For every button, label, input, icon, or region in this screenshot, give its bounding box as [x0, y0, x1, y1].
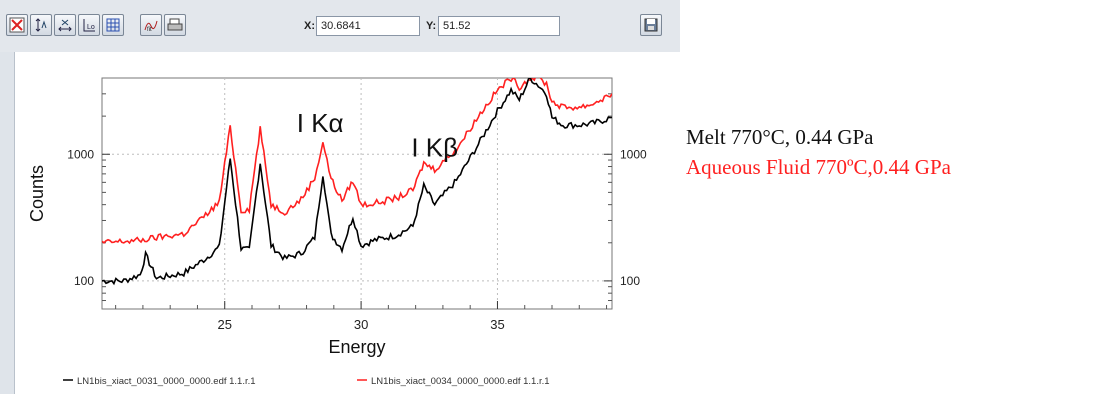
chart-svg[interactable]: 100 100 1000 1000 25 30 35 Energy Counts I Kα I Kβ…: [15, 52, 681, 394]
x-coord-label: X:: [304, 20, 315, 32]
save-icon[interactable]: [640, 14, 662, 36]
y-tick-label-right: 100: [620, 274, 640, 288]
legend-melt: Melt 770°C, 0.44 GPa: [686, 125, 874, 149]
y-tick-label: 1000: [67, 147, 94, 161]
bottom-legend-entry-1: LN1bis_xiact_0031_0000_0000.edf 1.1.r.1: [77, 376, 256, 387]
svg-text:fit: fit: [147, 27, 152, 33]
x-coord-field[interactable]: [316, 16, 420, 36]
annotation-ika: I Kα: [297, 108, 344, 138]
y-axis-label: Counts: [27, 165, 47, 222]
reset-zoom-icon[interactable]: [6, 14, 28, 36]
grid-icon[interactable]: [102, 14, 124, 36]
side-legend: Melt 770°C, 0.44 GPa Aqueous Fluid 770ºC…: [686, 122, 1102, 182]
plot-window: Lo fit X: Y: 100 100 1000 1000 25 30 35 Energy C…: [0, 0, 681, 394]
x-tick-label: 30: [354, 317, 368, 332]
svg-text:Lo: Lo: [87, 24, 95, 31]
log-scale-icon[interactable]: Lo: [78, 14, 100, 36]
series-melt-line: [102, 78, 612, 286]
x-tick-label: 25: [217, 317, 231, 332]
toolbar: Lo fit X: Y:: [0, 0, 680, 52]
y-coord-field[interactable]: [438, 16, 560, 36]
y-autoscale-icon[interactable]: [30, 14, 52, 36]
y-coord-label: Y:: [426, 20, 437, 32]
plot-panel: 100 100 1000 1000 25 30 35 Energy Counts I Kα I Kβ…: [14, 52, 681, 394]
x-tick-label: 35: [490, 317, 504, 332]
x-axis-label: Energy: [328, 337, 385, 357]
bottom-legend-entry-2: LN1bis_xiact_0034_0000_0000.edf 1.1.r.1: [371, 376, 550, 387]
annotation-ikb: I Kβ: [411, 132, 458, 162]
x-autoscale-icon[interactable]: [54, 14, 76, 36]
y-tick-label: 100: [74, 274, 94, 288]
legend-aqueous-fluid: Aqueous Fluid 770ºC,0.44 GPa: [686, 155, 951, 179]
y-tick-label-right: 1000: [620, 147, 647, 161]
fit-icon[interactable]: fit: [140, 14, 162, 36]
print-icon[interactable]: [164, 14, 186, 36]
